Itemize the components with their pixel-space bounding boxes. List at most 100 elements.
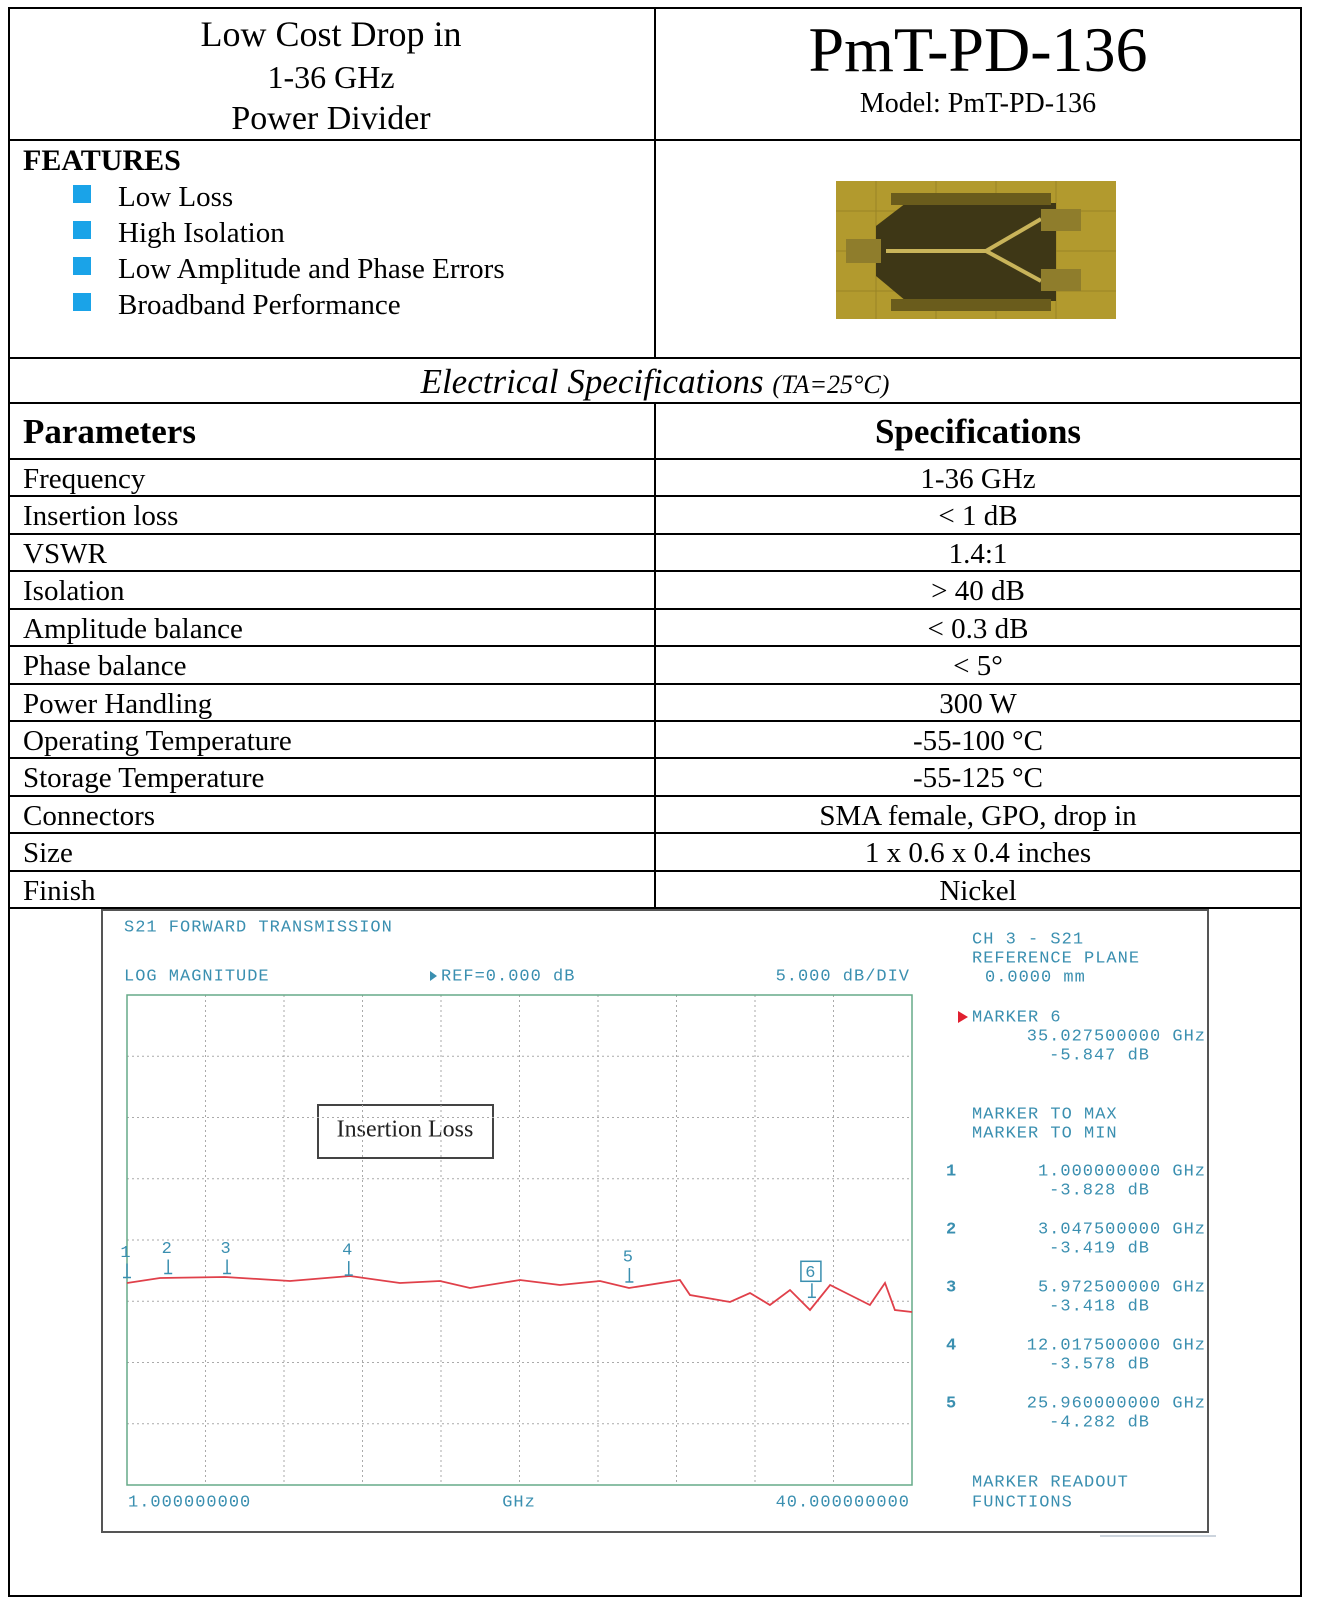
marker-number: 6 xyxy=(805,1264,816,1283)
specification: SMA female, GPO, drop in xyxy=(819,799,1137,832)
feature: Broadband Performance xyxy=(118,289,401,321)
features-heading: FEATURES xyxy=(23,144,181,177)
specification: > 40 dB xyxy=(931,575,1025,608)
parameter: Operating Temperature xyxy=(23,724,292,757)
active-marker-label: MARKER 6 xyxy=(972,1008,1062,1027)
bullet xyxy=(73,257,91,275)
feature: Low Amplitude and Phase Errors xyxy=(118,253,505,285)
parameter: Amplitude balance xyxy=(23,612,243,645)
specification: 1.4:1 xyxy=(948,537,1008,570)
annotation-box xyxy=(317,1104,494,1159)
format: LOG MAGNITUDE xyxy=(124,967,270,986)
plot-frame xyxy=(126,994,913,1486)
parameter: VSWR xyxy=(23,537,107,570)
marker-level: -4.282 dB xyxy=(1049,1413,1150,1432)
title-line: Power Divider xyxy=(231,100,431,137)
marker-level: -3.419 dB xyxy=(1049,1239,1150,1258)
marker-index: 5 xyxy=(946,1394,957,1413)
row-border xyxy=(8,794,1302,797)
marker-number: 1 xyxy=(120,1244,131,1263)
marker-frequency: 3.047500000 GHz xyxy=(1038,1220,1206,1239)
specification: -55-100 °C xyxy=(912,724,1044,757)
column-header: Parameters xyxy=(23,412,196,451)
row-border xyxy=(8,719,1302,722)
product-photo xyxy=(836,181,1116,319)
marker-number: 3 xyxy=(220,1240,231,1259)
feature: Low Loss xyxy=(118,181,234,213)
row-border xyxy=(8,832,1302,835)
specification: < 1 dB xyxy=(938,500,1018,533)
function: MARKER TO MIN xyxy=(972,1124,1118,1143)
function: MARKER TO MAX xyxy=(972,1105,1118,1124)
parameter: Storage Temperature xyxy=(23,762,265,795)
model: Model: PmT-PD-136 xyxy=(859,88,1097,119)
row-border xyxy=(8,757,1302,760)
parameter: Isolation xyxy=(23,575,125,608)
scale: 5.000 dB/DIV xyxy=(776,967,910,986)
parameter: Insertion loss xyxy=(23,500,179,533)
column-header: Specifications xyxy=(874,412,1082,451)
bullet xyxy=(73,185,91,203)
parameter: Connectors xyxy=(23,799,156,832)
parameter: Phase balance xyxy=(23,650,187,683)
marker-frequency: 5.972500000 GHz xyxy=(1038,1278,1206,1297)
row-border xyxy=(8,607,1302,610)
specification: 300 W xyxy=(939,687,1017,720)
row-border xyxy=(8,907,1302,909)
x-start-label: 1.000000000 xyxy=(128,1493,251,1512)
active-marker-level: -5.847 dB xyxy=(1049,1046,1150,1065)
marker-number: 5 xyxy=(623,1248,634,1267)
bullet xyxy=(73,293,91,311)
row-border xyxy=(8,869,1302,872)
part-number: PmT-PD-136 xyxy=(808,14,1148,85)
marker-index: 4 xyxy=(946,1336,957,1355)
border xyxy=(8,357,1302,359)
row-border xyxy=(8,495,1302,498)
border xyxy=(8,7,10,1597)
marker-level: -3.578 dB xyxy=(1049,1355,1150,1374)
row-border xyxy=(8,570,1302,573)
reference-plane-value: 0.0000 mm xyxy=(985,968,1086,987)
specification: < 5° xyxy=(953,650,1003,683)
marker-box xyxy=(800,1260,822,1283)
row-border xyxy=(8,532,1302,535)
footer: FUNCTIONS xyxy=(972,1493,1073,1512)
title-line: 1-36 GHz xyxy=(267,59,395,95)
marker-number: 4 xyxy=(342,1242,353,1261)
border xyxy=(654,7,656,358)
plot-title: S21 FORWARD TRANSMISSION xyxy=(124,918,393,937)
marker-level: -3.418 dB xyxy=(1049,1297,1150,1316)
marker-frequency: 1.000000000 GHz xyxy=(1038,1162,1206,1181)
row-border xyxy=(8,682,1302,685)
feature: High Isolation xyxy=(118,217,285,249)
border xyxy=(8,402,1302,404)
marker-index: 2 xyxy=(946,1220,957,1239)
trace xyxy=(126,1275,913,1313)
parameter: Frequency xyxy=(23,463,146,495)
annotation: Insertion Loss xyxy=(337,1117,474,1143)
border xyxy=(8,458,1302,460)
marker-index: 3 xyxy=(946,1278,957,1297)
border xyxy=(8,139,1302,141)
row-border xyxy=(8,645,1302,648)
spec-title-line: Electrical Specifications (TA=25°C) xyxy=(421,364,890,399)
parameter: Power Handling xyxy=(23,687,213,720)
marker-number: 2 xyxy=(162,1240,173,1259)
x-unit-label: GHz xyxy=(502,1493,536,1512)
footer: MARKER READOUT xyxy=(972,1473,1129,1492)
parameter: Size xyxy=(23,837,73,870)
specification: 1-36 GHz xyxy=(920,463,1036,495)
border xyxy=(8,1595,1302,1597)
specification: Nickel xyxy=(939,874,1017,907)
bullet xyxy=(73,221,91,239)
marker-frequency: 25.960000000 GHz xyxy=(1027,1394,1206,1413)
reference: REF=0.000 dB xyxy=(441,967,575,986)
ref-arrow xyxy=(430,971,437,981)
border xyxy=(654,403,656,908)
x-stop-label: 40.000000000 xyxy=(776,1493,910,1512)
reference-plane: REFERENCE PLANE xyxy=(972,949,1140,968)
specification: 1 x 0.6 x 0.4 inches xyxy=(864,837,1092,870)
specification: -55-125 °C xyxy=(912,762,1044,795)
marker-level: -3.828 dB xyxy=(1049,1181,1150,1200)
